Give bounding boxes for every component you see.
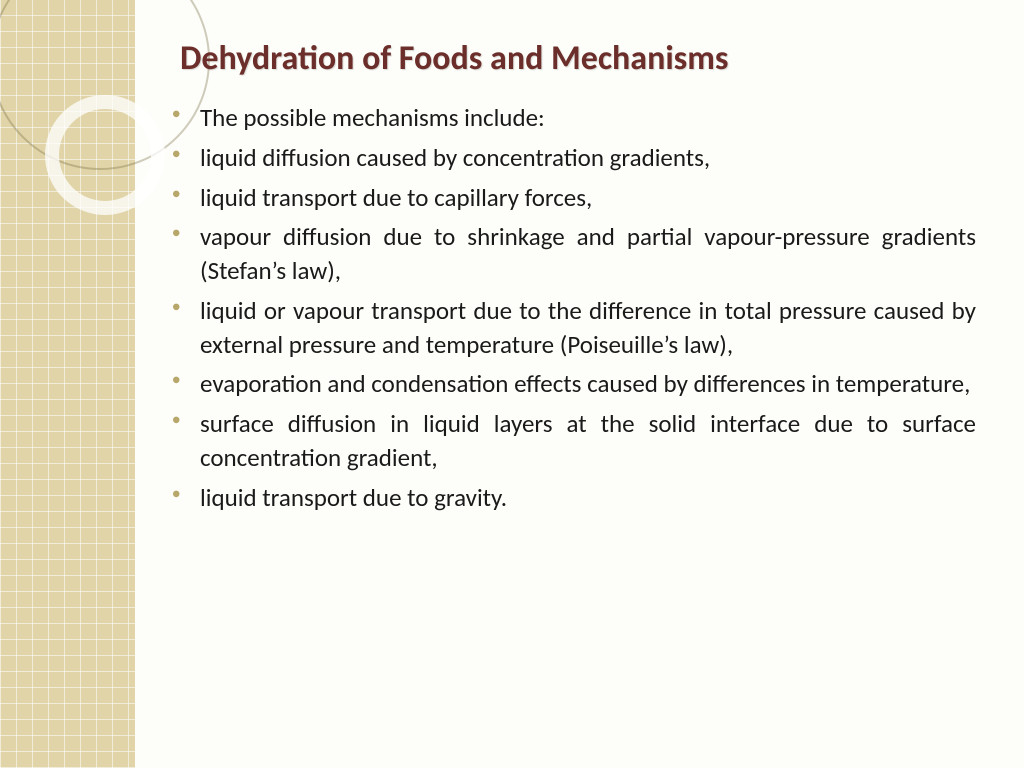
list-item: liquid diffusion caused by concentration… [200,141,984,175]
list-item: liquid or vapour transport due to the di… [200,294,984,362]
decorative-circle-small [45,95,165,215]
slide-title: Dehydration of Foods and Mechanisms [150,38,984,79]
list-item: liquid transport due to gravity. [200,481,984,515]
list-item: surface diffusion in liquid layers at th… [200,407,984,475]
bullet-list: The possible mechanisms include: liquid … [150,101,984,514]
slide-content: Dehydration of Foods and Mechanisms The … [150,38,984,520]
list-item: liquid transport due to capillary forces… [200,181,984,215]
list-item: vapour diffusion due to shrinkage and pa… [200,220,984,288]
list-item: The possible mechanisms include: [200,101,984,135]
list-item: evaporation and condensation effects cau… [200,367,984,401]
